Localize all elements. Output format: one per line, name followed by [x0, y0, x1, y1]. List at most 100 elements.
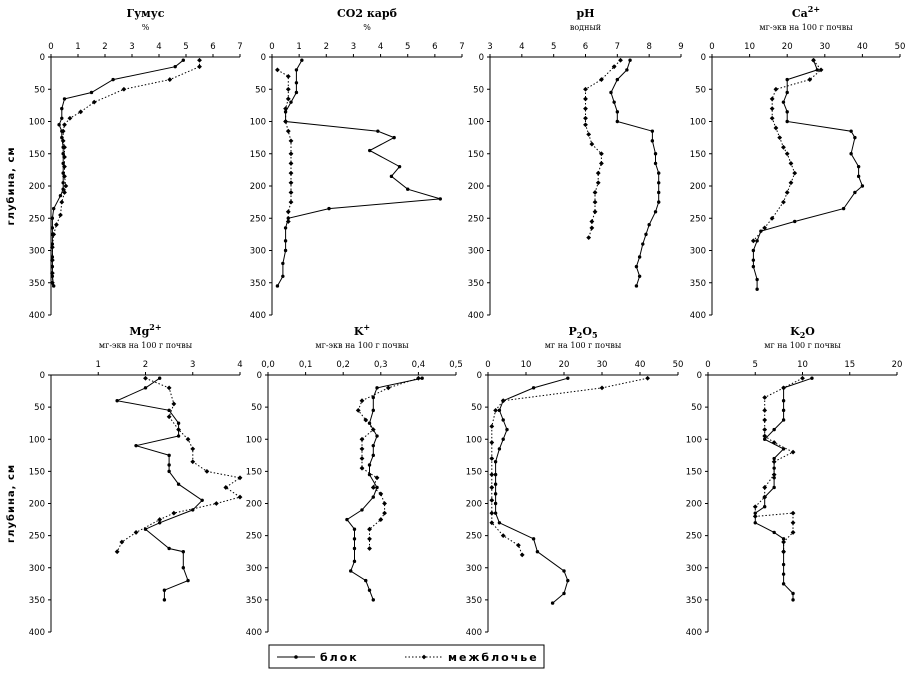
x-tick-label: 3: [190, 360, 195, 370]
data-point: [59, 199, 65, 205]
data-point: [772, 530, 776, 535]
data-point: [489, 497, 495, 503]
data-point: [771, 459, 777, 465]
legend-marker-mezhblochye: [421, 654, 427, 660]
data-point: [657, 171, 661, 175]
data-point: [57, 123, 61, 127]
series-line-blok: [495, 377, 569, 604]
data-point: [367, 472, 372, 477]
x-tick-label: 5: [183, 42, 188, 52]
data-point: [493, 501, 498, 506]
data-point: [367, 546, 372, 551]
y-tick-label: 100: [690, 118, 706, 128]
data-point: [63, 183, 69, 189]
panel-subtitle: мг на 100 г почвы: [764, 341, 841, 350]
data-point: [818, 67, 824, 73]
data-point: [111, 77, 115, 82]
data-point: [612, 100, 616, 104]
x-tick-label: 4: [156, 42, 161, 52]
data-point: [856, 164, 861, 169]
data-point: [772, 476, 776, 480]
data-point: [771, 440, 777, 445]
data-point: [352, 537, 357, 541]
data-point: [285, 96, 291, 102]
data-point: [283, 106, 288, 111]
data-point: [853, 190, 857, 195]
y-tick-label: 150: [686, 467, 702, 477]
data-point: [367, 588, 372, 592]
data-point: [583, 122, 588, 128]
data-point: [50, 255, 55, 259]
y-tick-label: 0: [257, 371, 262, 381]
y-tick-label: 50: [473, 85, 484, 95]
panel-subtitle: водный: [570, 23, 601, 32]
data-point: [406, 187, 410, 191]
data-point: [359, 446, 365, 452]
data-point: [493, 460, 498, 464]
x-tick-label: 30: [597, 360, 608, 370]
data-point: [167, 453, 171, 458]
data-point: [371, 408, 375, 413]
data-point: [762, 485, 768, 490]
y-tick-label: 250: [690, 214, 706, 224]
data-point: [359, 436, 365, 442]
series-line-blok: [276, 59, 441, 287]
y-tick-label: 400: [250, 311, 266, 321]
data-point: [352, 546, 357, 551]
data-point: [359, 465, 365, 471]
panel-title: Гумус: [127, 7, 165, 20]
data-point: [375, 386, 379, 390]
data-point: [167, 77, 173, 82]
data-point: [792, 170, 798, 176]
panel-title: Ca2+: [792, 4, 820, 20]
data-point: [378, 491, 384, 497]
x-tick-label: 4: [519, 42, 524, 52]
data-point: [781, 447, 786, 451]
data-point: [50, 226, 55, 230]
data-point: [376, 129, 380, 133]
data-point: [592, 209, 598, 215]
data-point: [589, 225, 595, 231]
series-line-blok: [610, 60, 660, 287]
data-point: [176, 421, 181, 425]
data-point: [562, 591, 566, 596]
data-point: [489, 520, 495, 526]
panel-title: pH: [576, 7, 594, 20]
data-point: [769, 215, 775, 221]
data-point: [592, 199, 598, 205]
data-point: [550, 601, 555, 605]
series-line-blok: [752, 60, 863, 290]
y-tick-label: 350: [246, 596, 262, 606]
data-point: [771, 472, 777, 477]
data-point: [114, 549, 120, 555]
data-point: [615, 119, 620, 124]
x-tick-label: 3: [129, 42, 134, 52]
data-point: [62, 144, 67, 150]
data-point: [793, 219, 797, 224]
x-tick-label: 0,5: [449, 360, 463, 370]
data-point: [637, 255, 642, 259]
y-tick-label: 350: [690, 279, 706, 289]
chart-panel-0: Гумус% 0 1 2 3 4 5 6 7 0 50 100 150 200 250 300 350 400 гл…: [5, 7, 243, 321]
data-point: [294, 90, 299, 95]
data-point: [781, 418, 786, 422]
data-point: [285, 209, 291, 215]
data-point: [763, 437, 767, 441]
data-point: [143, 386, 148, 390]
data-point: [772, 485, 776, 490]
data-point: [753, 521, 757, 525]
x-tick-label: 2: [143, 360, 148, 370]
data-point: [531, 537, 536, 541]
data-point: [62, 190, 67, 195]
data-point: [752, 504, 758, 510]
data-point: [777, 135, 783, 141]
y-tick-label: 200: [250, 182, 266, 192]
data-point: [62, 173, 67, 179]
x-tick-label: 7: [615, 42, 620, 52]
y-tick-label: 150: [690, 150, 706, 160]
y-tick-label: 150: [29, 467, 45, 477]
data-point: [807, 77, 813, 82]
data-point: [755, 287, 759, 291]
panel-title: Mg2+: [129, 322, 161, 338]
